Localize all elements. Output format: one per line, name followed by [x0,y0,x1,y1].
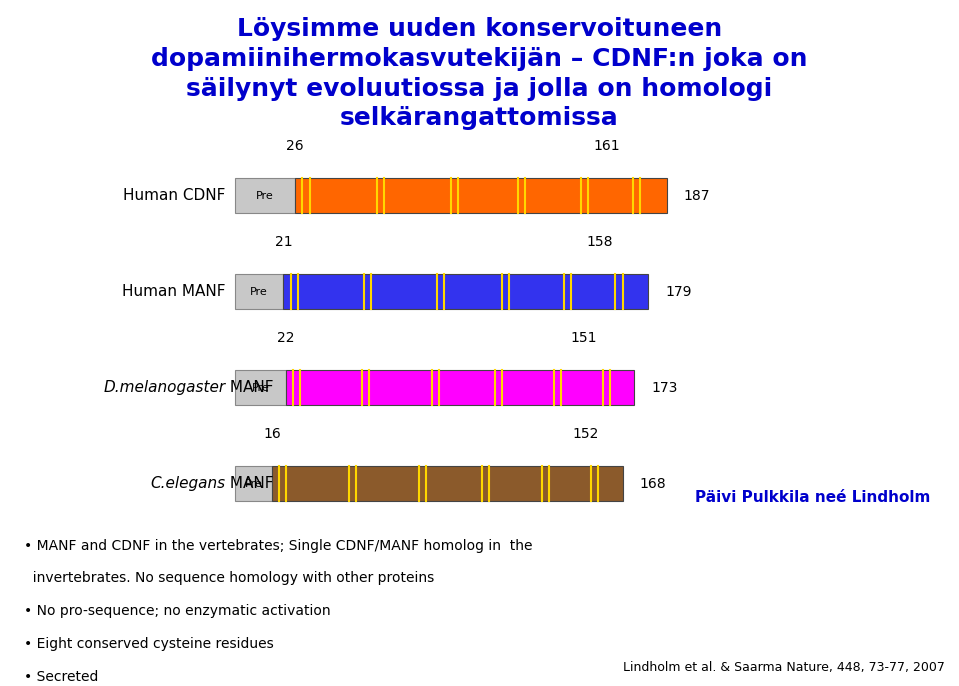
Bar [235,466,272,501]
Text: • MANF and CDNF in the vertebrates; Single CDNF/MANF homolog in  the: • MANF and CDNF in the vertebrates; Sing… [24,539,532,552]
Text: 152: 152 [573,427,599,441]
Text: D.melanogaster: D.melanogaster [104,380,225,395]
Text: Pre: Pre [251,383,269,392]
Text: Pre: Pre [245,479,263,488]
Text: • No pro-sequence; no enzymatic activation: • No pro-sequence; no enzymatic activati… [24,604,331,618]
Bar [235,178,295,213]
Text: 158: 158 [586,235,613,249]
Text: 161: 161 [594,139,620,153]
Text: 151: 151 [571,331,596,345]
Bar [272,466,622,501]
Text: Pre: Pre [250,287,269,296]
Text: Löysimme uuden konservoituneen
dopamiinihermokasvutekijän – CDNF:n joka on
säily: Löysimme uuden konservoituneen dopamiini… [152,17,807,130]
Bar [286,370,634,405]
Text: Human MANF: Human MANF [122,284,225,299]
Bar [235,370,286,405]
Text: 16: 16 [263,427,281,441]
Text: 179: 179 [666,285,691,298]
Text: 26: 26 [286,139,304,153]
Text: Päivi Pulkkila neé Lindholm: Päivi Pulkkila neé Lindholm [695,490,930,505]
Text: 187: 187 [684,189,711,202]
Text: 168: 168 [640,477,667,490]
Text: MANF: MANF [225,476,274,491]
Bar [295,178,667,213]
Text: Pre: Pre [256,191,274,200]
Bar [235,274,284,309]
Text: Lindholm et al. & Saarma Nature, 448, 73-77, 2007: Lindholm et al. & Saarma Nature, 448, 73… [622,661,945,674]
Text: • Secreted: • Secreted [24,670,99,684]
Text: • Eight conserved cysteine residues: • Eight conserved cysteine residues [24,637,273,651]
Text: 22: 22 [277,331,294,345]
Text: 21: 21 [274,235,292,249]
Text: 173: 173 [651,381,678,394]
Text: MANF: MANF [225,380,274,395]
Text: C.elegans: C.elegans [151,476,225,491]
Text: Human CDNF: Human CDNF [123,188,225,203]
Bar [284,274,648,309]
Text: invertebrates. No sequence homology with other proteins: invertebrates. No sequence homology with… [24,571,434,585]
